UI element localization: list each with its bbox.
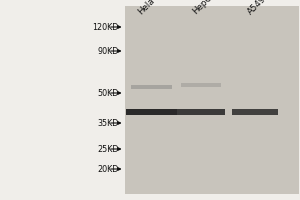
Text: Hela: Hela [136, 0, 157, 16]
Bar [126, 109, 177, 115]
Bar [181, 83, 221, 87]
Text: A549: A549 [246, 0, 268, 16]
Text: 25KD: 25KD [97, 144, 118, 154]
Text: 120KD: 120KD [92, 22, 118, 31]
Bar [232, 109, 278, 115]
Bar [177, 109, 225, 115]
Text: 50KD: 50KD [97, 88, 118, 98]
Text: 35KD: 35KD [97, 118, 118, 128]
Text: HepG2: HepG2 [190, 0, 218, 16]
Text: 20KD: 20KD [97, 164, 118, 173]
Bar [124, 6, 298, 194]
Bar [131, 85, 172, 89]
Text: 90KD: 90KD [97, 46, 118, 55]
